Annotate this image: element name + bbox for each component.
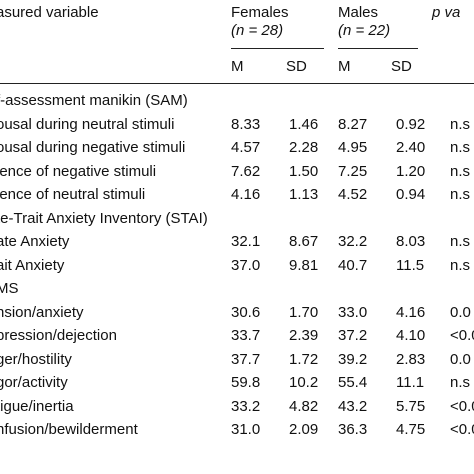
- cell-males-mean: 7.25: [338, 163, 368, 180]
- cell-males-mean: 33.0: [338, 304, 368, 321]
- cell-females-mean: 7.62: [231, 163, 261, 180]
- cell-p-value: <0.0: [450, 421, 474, 438]
- subheader-males-mean: M: [338, 58, 351, 75]
- cell-females-mean: 30.6: [231, 304, 261, 321]
- cell-males-sd: 1.20: [396, 163, 426, 180]
- row-label: ousal during neutral stimuli: [0, 116, 175, 133]
- cell-p-value: n.s: [450, 374, 471, 391]
- cell-males-sd: 8.03: [396, 233, 426, 250]
- cell-p-value: n.s: [450, 163, 471, 180]
- cell-males-mean: 8.27: [338, 116, 368, 133]
- cell-females-sd: 1.13: [289, 186, 319, 203]
- subheader-males-sd: SD: [391, 58, 412, 75]
- cell-p-value: n.s: [450, 186, 471, 203]
- cell-males-sd: 11.1: [396, 374, 425, 391]
- cell-females-mean: 31.0: [231, 421, 261, 438]
- cell-females-sd: 4.82: [289, 398, 319, 415]
- subheader-females-mean: M: [231, 58, 244, 75]
- cell-males-mean: 4.95: [338, 139, 368, 156]
- cell-females-mean: 4.57: [231, 139, 261, 156]
- cell-males-mean: 36.3: [338, 421, 368, 438]
- cell-males-sd: 11.5: [396, 257, 425, 274]
- cell-females-mean: 32.1: [231, 233, 261, 250]
- cell-females-sd: 1.50: [289, 163, 319, 180]
- cell-males-mean: 43.2: [338, 398, 368, 415]
- cell-females-sd: 2.09: [289, 421, 319, 438]
- cell-p-value: n.s: [450, 233, 471, 250]
- row-label: gor/activity: [0, 374, 68, 391]
- row-label: ger/hostility: [0, 351, 72, 368]
- cell-females-sd: 1.46: [289, 116, 319, 133]
- column-header-p-value: p va: [432, 4, 461, 21]
- cell-p-value: 0.0: [450, 304, 471, 321]
- row-label: ait Anxiety: [0, 257, 65, 274]
- cell-males-mean: 4.52: [338, 186, 368, 203]
- cell-males-mean: 40.7: [338, 257, 368, 274]
- cell-females-mean: 37.0: [231, 257, 261, 274]
- cell-males-sd: 2.83: [396, 351, 426, 368]
- row-label: lence of negative stimuli: [0, 163, 157, 180]
- column-header-variable: asured variable: [0, 4, 99, 21]
- cell-females-mean: 33.2: [231, 398, 261, 415]
- cell-males-mean: 39.2: [338, 351, 368, 368]
- row-label: ate Anxiety: [0, 233, 70, 250]
- row-label: nfusion/bewilderment: [0, 421, 138, 438]
- cell-females-mean: 37.7: [231, 351, 261, 368]
- cell-p-value: 0.0: [450, 351, 471, 368]
- males-group-rule: [338, 48, 418, 49]
- row-label: ousal during negative stimuli: [0, 139, 186, 156]
- row-label: pression/dejection: [0, 327, 117, 344]
- section-label: te-Trait Anxiety Inventory (STAI): [0, 210, 208, 227]
- column-header-females: Females: [231, 4, 289, 21]
- row-label: tigue/inertia: [0, 398, 74, 415]
- cell-males-sd: 2.40: [396, 139, 426, 156]
- cell-males-mean: 55.4: [338, 374, 368, 391]
- cell-males-sd: 0.94: [396, 186, 426, 203]
- header-bottom-rule: [0, 83, 474, 84]
- cell-females-sd: 2.28: [289, 139, 319, 156]
- cell-females-sd: 2.39: [289, 327, 319, 344]
- females-group-rule: [231, 48, 324, 49]
- cell-p-value: <0.0: [450, 327, 474, 344]
- cell-females-mean: 59.8: [231, 374, 261, 391]
- cell-females-sd: 10.2: [289, 374, 319, 391]
- cell-males-mean: 37.2: [338, 327, 368, 344]
- cell-p-value: <0.0: [450, 398, 474, 415]
- cell-p-value: n.s: [450, 257, 471, 274]
- males-n: (n = 22): [338, 22, 391, 39]
- cell-males-sd: 4.16: [396, 304, 426, 321]
- row-label: nsion/anxiety: [0, 304, 84, 321]
- cell-males-sd: 4.10: [396, 327, 426, 344]
- column-header-males: Males: [338, 4, 379, 21]
- cell-males-sd: 5.75: [396, 398, 426, 415]
- females-n: (n = 28): [231, 22, 284, 39]
- cell-males-sd: 0.92: [396, 116, 426, 133]
- cell-females-mean: 8.33: [231, 116, 261, 133]
- cell-p-value: n.s: [450, 116, 471, 133]
- cell-females-sd: 1.72: [289, 351, 319, 368]
- cell-males-sd: 4.75: [396, 421, 426, 438]
- cell-females-mean: 4.16: [231, 186, 261, 203]
- cell-females-sd: 8.67: [289, 233, 319, 250]
- cell-males-mean: 32.2: [338, 233, 368, 250]
- cell-females-sd: 9.81: [289, 257, 319, 274]
- row-label: lence of neutral stimuli: [0, 186, 146, 203]
- subheader-females-sd: SD: [286, 58, 307, 75]
- cell-females-mean: 33.7: [231, 327, 261, 344]
- section-label: f-assessment manikin (SAM): [0, 92, 188, 109]
- section-label: MS: [0, 280, 19, 297]
- cell-females-sd: 1.70: [289, 304, 319, 321]
- cell-p-value: n.s: [450, 139, 471, 156]
